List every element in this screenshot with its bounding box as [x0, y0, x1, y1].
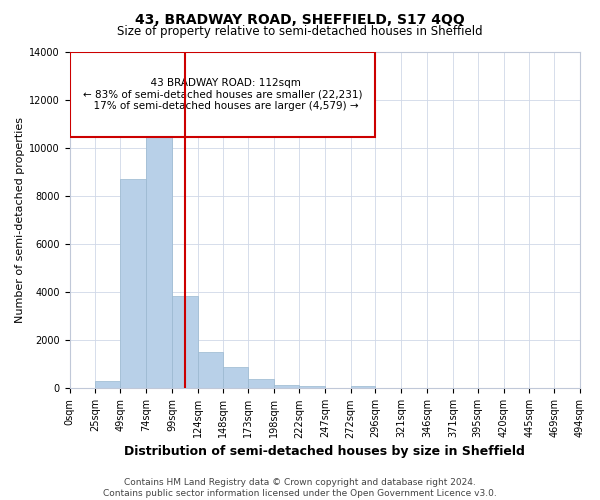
Bar: [172, 296, 198, 388]
Bar: [299, 386, 325, 388]
Bar: [95, 381, 120, 388]
Bar: [198, 352, 223, 389]
Bar: [274, 384, 299, 388]
X-axis label: Distribution of semi-detached houses by size in Sheffield: Distribution of semi-detached houses by …: [124, 444, 525, 458]
Bar: [120, 179, 146, 388]
Y-axis label: Number of semi-detached properties: Number of semi-detached properties: [15, 117, 25, 323]
Text: Contains HM Land Registry data © Crown copyright and database right 2024.
Contai: Contains HM Land Registry data © Crown c…: [103, 478, 497, 498]
Bar: [350, 386, 376, 388]
Text: 43 BRADWAY ROAD: 112sqm
← 83% of semi-detached houses are smaller (22,231)
  17%: 43 BRADWAY ROAD: 112sqm ← 83% of semi-de…: [83, 78, 362, 111]
Bar: [248, 379, 274, 388]
Text: Size of property relative to semi-detached houses in Sheffield: Size of property relative to semi-detach…: [117, 25, 483, 38]
Bar: [146, 122, 172, 388]
Text: 43, BRADWAY ROAD, SHEFFIELD, S17 4QQ: 43, BRADWAY ROAD, SHEFFIELD, S17 4QQ: [135, 12, 465, 26]
Bar: [223, 366, 248, 388]
FancyBboxPatch shape: [70, 52, 376, 138]
